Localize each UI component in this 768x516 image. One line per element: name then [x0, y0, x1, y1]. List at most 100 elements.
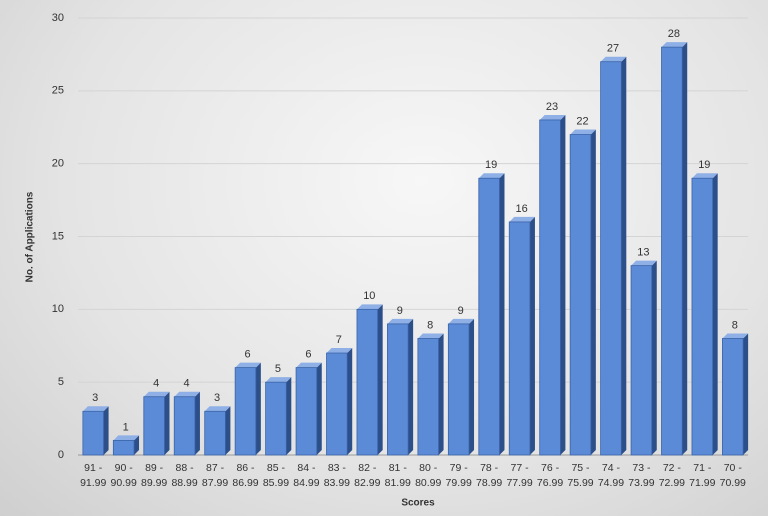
data-label: 4	[184, 378, 190, 390]
data-label: 7	[336, 334, 342, 346]
bar	[630, 265, 653, 456]
x-tick-label: 84 - 84.99	[293, 462, 320, 489]
bar	[204, 410, 226, 456]
bar-top	[82, 406, 109, 412]
x-tick-label: 75 - 75.99	[567, 462, 594, 489]
data-label: 9	[397, 305, 403, 317]
bar-top	[356, 304, 383, 310]
bar-side	[194, 391, 200, 455]
bar	[508, 221, 531, 456]
x-tick-label: 79 - 79.99	[445, 462, 472, 489]
x-tick-label: 83 - 83.99	[323, 462, 350, 489]
bar	[569, 134, 592, 456]
bar-side	[743, 333, 749, 455]
bar-top	[387, 318, 414, 324]
bar-top	[235, 362, 261, 368]
bar-side	[347, 348, 353, 455]
x-tick-label: 76 - 76.99	[536, 462, 564, 489]
bar	[387, 323, 409, 456]
bar-side	[438, 333, 444, 455]
bar	[447, 323, 470, 456]
bar	[82, 410, 104, 456]
bar-side	[590, 129, 596, 456]
x-tick-label: 71 - 71.99	[689, 462, 716, 489]
x-tick-label: 72 - 72.99	[658, 462, 685, 489]
x-axis-label: Scores	[401, 498, 435, 509]
data-label: 8	[427, 319, 433, 331]
bar-top	[265, 377, 292, 383]
bar-side	[499, 173, 505, 455]
bar-top	[448, 318, 475, 324]
x-tick-label: 85 - 85.99	[262, 462, 290, 489]
data-label: 23	[546, 101, 558, 113]
x-tick-label: 70 - 70.99	[719, 462, 746, 489]
bar	[295, 367, 318, 456]
bar-side	[408, 318, 414, 455]
y-tick-label: 20	[52, 158, 64, 170]
bar-side	[469, 318, 475, 455]
x-tick-label: 91 - 91.99	[80, 462, 107, 489]
bar	[234, 367, 257, 456]
bar-top	[143, 391, 170, 397]
bar-top	[296, 362, 322, 368]
x-tick-label: 90 - 90.99	[110, 462, 137, 489]
bar-top	[113, 435, 140, 441]
x-tick-label: 74 - 74.99	[597, 462, 625, 489]
bar-side	[560, 114, 566, 455]
x-tick-label: 89 - 89.99	[140, 462, 168, 489]
data-label: 10	[363, 290, 375, 302]
data-label: 1	[123, 421, 129, 433]
bar-side	[164, 391, 170, 455]
x-tick-label: 82 - 82.99	[354, 462, 381, 489]
bar	[539, 119, 561, 456]
data-label: 27	[607, 43, 619, 55]
bar	[722, 338, 744, 456]
bar	[326, 352, 348, 456]
bar-side	[225, 406, 231, 455]
data-label: 4	[153, 378, 159, 390]
y-axis-label: No. of Applications	[25, 191, 36, 282]
bar-top	[417, 333, 444, 339]
bar-side	[529, 216, 535, 455]
y-tick-label: 10	[52, 303, 64, 315]
y-tick-label: 5	[58, 376, 64, 388]
x-tick-label: 78 - 78.99	[475, 462, 503, 489]
x-tick-label: 81 - 81.99	[384, 462, 411, 489]
bar-top	[539, 114, 566, 120]
bar-side	[134, 435, 140, 455]
bar-top	[204, 406, 231, 412]
data-label: 13	[637, 247, 649, 259]
bar	[661, 46, 683, 456]
data-label: 8	[732, 319, 738, 331]
bar-side	[712, 173, 718, 455]
bar-side	[682, 42, 688, 456]
bar-side	[651, 260, 657, 455]
bar-top	[478, 173, 505, 179]
bar-top	[509, 216, 535, 222]
data-label: 9	[458, 305, 464, 317]
data-label: 3	[92, 392, 98, 404]
x-tick-label: 77 - 77.99	[506, 462, 533, 489]
bar-side	[103, 406, 109, 455]
data-label: 22	[576, 115, 588, 127]
bar-top	[722, 333, 749, 339]
bar-side	[316, 362, 322, 455]
bar	[600, 61, 622, 456]
bar-side	[621, 56, 627, 455]
y-tick-label: 25	[52, 85, 64, 97]
bar-top	[326, 348, 353, 354]
bar	[356, 308, 379, 456]
data-label: 6	[305, 349, 311, 361]
x-tick-label: 86 - 86.99	[232, 462, 259, 489]
bar-top	[570, 129, 596, 135]
bar	[265, 381, 287, 456]
bar-top	[661, 42, 688, 48]
y-tick-label: 15	[52, 230, 64, 242]
x-tick-label: 88 - 88.99	[171, 462, 198, 489]
bar	[417, 338, 439, 456]
bar-side	[255, 362, 261, 455]
bar-side	[377, 304, 383, 455]
bar-top	[691, 173, 718, 179]
